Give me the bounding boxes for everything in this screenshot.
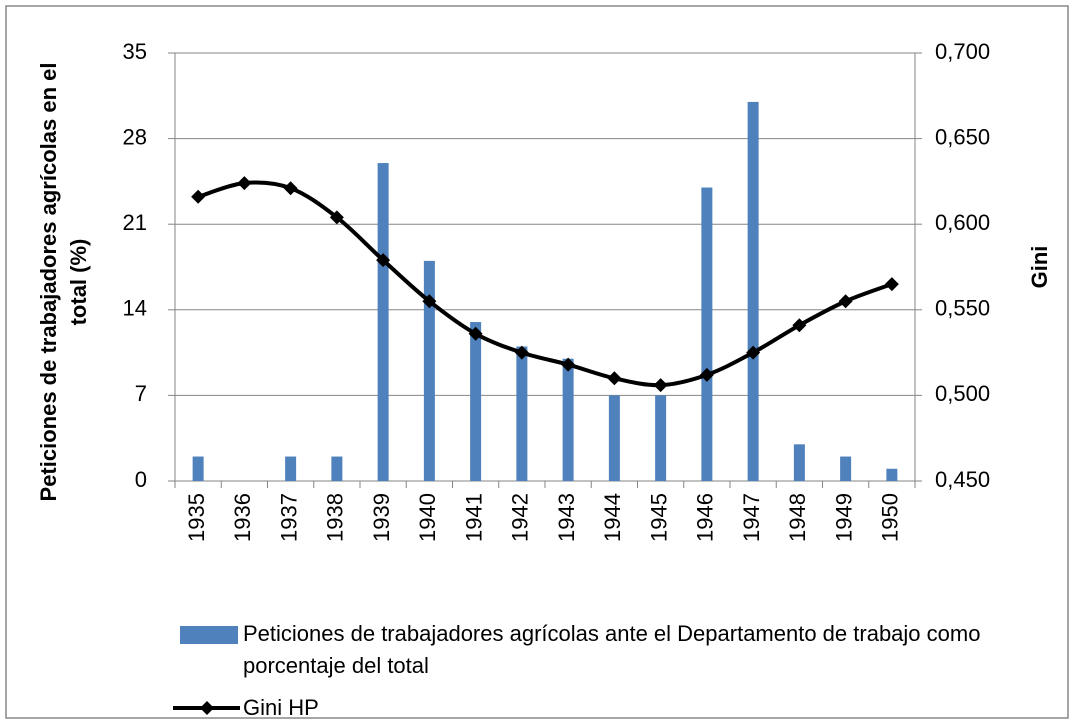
x-tick-label: 1939	[369, 493, 394, 542]
legend-label: Peticiones de trabajadores agrícolas ant…	[243, 621, 981, 678]
y2-axis-title: Gini	[1027, 245, 1052, 289]
x-tick-label: 1936	[230, 493, 255, 542]
bar	[793, 444, 805, 481]
bar	[608, 395, 620, 481]
legend-label: Gini HP	[243, 695, 319, 720]
y2-tick-label: 0,600	[935, 210, 990, 235]
bar	[655, 395, 667, 481]
y2-tick-label: 0,550	[935, 296, 990, 321]
x-tick-label: 1938	[323, 493, 348, 542]
x-tick-label: 1944	[600, 493, 625, 542]
marker	[699, 367, 714, 382]
marker	[468, 326, 483, 341]
marker	[237, 176, 252, 191]
x-tick-label: 1949	[831, 493, 856, 542]
bar	[516, 346, 528, 481]
bar	[285, 456, 297, 481]
bar	[423, 260, 435, 481]
x-tick-label: 1946	[693, 493, 718, 542]
marker	[329, 210, 344, 225]
bar	[886, 468, 898, 481]
y2-tick-label: 0,450	[935, 467, 990, 492]
bar	[840, 456, 852, 481]
marker	[514, 345, 529, 360]
y-tick-label: 0	[135, 467, 147, 492]
bar	[192, 456, 204, 481]
y-tick-label: 21	[123, 210, 147, 235]
marker	[422, 294, 437, 309]
y-tick-label: 35	[123, 39, 147, 64]
line	[197, 180, 893, 388]
x-tick-label: 1940	[415, 493, 440, 542]
bar	[470, 322, 482, 481]
marker	[653, 378, 668, 393]
marker	[561, 357, 576, 372]
y-tick-label: 28	[123, 124, 147, 149]
x-tick-label: 1943	[554, 493, 579, 542]
marker	[838, 294, 853, 309]
x-tick-label: 1945	[646, 493, 671, 542]
x-tick-label: 1937	[276, 493, 301, 542]
marker	[191, 189, 206, 204]
y2-tick-label: 0,700	[935, 39, 990, 64]
x-tick-label: 1935	[184, 493, 209, 542]
x-tick-label: 1950	[878, 493, 903, 542]
marker	[607, 371, 622, 386]
bar	[331, 456, 343, 481]
marker	[283, 181, 298, 196]
marker	[792, 318, 807, 333]
x-tick-label: 1942	[508, 493, 533, 542]
legend-swatch	[180, 626, 238, 644]
marker	[746, 345, 761, 360]
marker	[884, 277, 899, 292]
marker	[376, 253, 391, 268]
legend-marker	[200, 701, 214, 715]
bar	[377, 163, 389, 482]
y-tick-label: 7	[135, 381, 147, 406]
x-tick-label: 1947	[739, 493, 764, 542]
y-axis-title: Peticiones de trabajadores agrícolas en …	[36, 62, 91, 502]
y2-tick-label: 0,650	[935, 124, 990, 149]
bar	[562, 358, 574, 481]
bar	[701, 187, 713, 481]
x-tick-label: 1948	[785, 493, 810, 542]
y-tick-label: 14	[123, 296, 147, 321]
chart-border	[5, 5, 1069, 719]
x-tick-label: 1941	[461, 493, 486, 542]
y2-tick-label: 0,500	[935, 381, 990, 406]
bar	[747, 101, 759, 482]
